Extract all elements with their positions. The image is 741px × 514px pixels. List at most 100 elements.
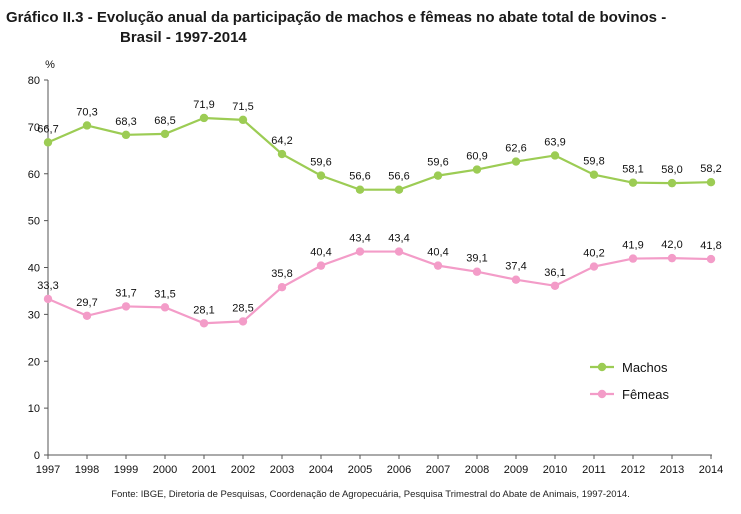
y-tick-label: 30 bbox=[28, 309, 40, 321]
data-label: 59,6 bbox=[427, 157, 448, 169]
y-tick-label: 60 bbox=[28, 169, 40, 181]
data-label: 43,4 bbox=[349, 233, 370, 245]
data-point bbox=[472, 165, 482, 174]
data-label: 29,7 bbox=[76, 297, 97, 309]
data-point bbox=[433, 171, 443, 180]
x-tick-label: 1998 bbox=[75, 464, 99, 476]
data-label: 28,5 bbox=[232, 302, 253, 314]
data-label: 41,9 bbox=[622, 240, 643, 252]
data-point bbox=[628, 178, 638, 187]
source-note: Fonte: IBGE, Diretoria de Pesquisas, Coo… bbox=[111, 489, 630, 500]
data-point bbox=[589, 170, 599, 179]
data-label: 40,2 bbox=[583, 248, 604, 260]
data-label: 68,5 bbox=[154, 115, 175, 127]
data-label: 39,1 bbox=[466, 253, 487, 265]
data-label: 37,4 bbox=[505, 261, 526, 273]
data-label: 70,3 bbox=[76, 106, 97, 118]
x-tick-label: 2002 bbox=[231, 464, 255, 476]
data-label: 58,0 bbox=[661, 164, 682, 176]
y-tick-label: 50 bbox=[28, 216, 40, 228]
data-point bbox=[589, 262, 599, 271]
data-point bbox=[472, 267, 482, 276]
data-point bbox=[199, 113, 209, 123]
y-tick-label: 20 bbox=[28, 356, 40, 368]
x-tick-label: 2001 bbox=[192, 464, 216, 476]
data-point bbox=[43, 138, 53, 147]
data-label: 28,1 bbox=[193, 304, 214, 316]
data-point bbox=[82, 121, 92, 130]
data-label: 35,8 bbox=[271, 268, 292, 280]
y-tick-label: 0 bbox=[34, 450, 40, 462]
x-tick-label: 2008 bbox=[465, 464, 489, 476]
data-label: 31,7 bbox=[115, 287, 136, 299]
x-tick-label: 2000 bbox=[153, 464, 177, 476]
data-label: 59,6 bbox=[310, 157, 331, 169]
data-label: 41,8 bbox=[700, 240, 721, 252]
data-point bbox=[316, 261, 326, 270]
data-point bbox=[355, 247, 365, 256]
y-tick-label: 80 bbox=[28, 75, 40, 87]
data-label: 62,6 bbox=[505, 143, 526, 155]
data-point bbox=[121, 302, 131, 311]
legend-marker bbox=[597, 389, 607, 399]
data-label: 60,9 bbox=[466, 151, 487, 163]
legend-label: Fêmeas bbox=[622, 387, 669, 402]
x-tick-label: 2007 bbox=[426, 464, 450, 476]
data-point bbox=[238, 317, 248, 326]
data-label: 40,4 bbox=[310, 247, 331, 259]
data-label: 71,5 bbox=[232, 101, 253, 113]
data-label: 33,3 bbox=[37, 280, 58, 292]
data-point bbox=[550, 151, 560, 160]
y-tick-label: 40 bbox=[28, 263, 40, 275]
legend-marker bbox=[597, 362, 607, 372]
data-label: 59,8 bbox=[583, 156, 604, 168]
data-label: 36,1 bbox=[544, 267, 565, 279]
data-point bbox=[238, 115, 248, 125]
data-point bbox=[394, 247, 404, 256]
x-tick-label: 2014 bbox=[699, 464, 723, 476]
data-label: 66,7 bbox=[37, 123, 58, 135]
data-point bbox=[160, 129, 170, 139]
x-tick-label: 1999 bbox=[114, 464, 138, 476]
data-point bbox=[277, 282, 287, 292]
data-point bbox=[199, 319, 209, 328]
data-label: 43,4 bbox=[388, 233, 409, 245]
data-label: 58,2 bbox=[700, 163, 721, 175]
data-point bbox=[433, 261, 443, 270]
data-point bbox=[550, 281, 560, 290]
data-point bbox=[316, 171, 326, 180]
data-point bbox=[667, 253, 677, 263]
data-point bbox=[706, 254, 716, 264]
x-tick-label: 2005 bbox=[348, 464, 372, 476]
data-label: 64,2 bbox=[271, 135, 292, 147]
data-point bbox=[160, 303, 170, 312]
x-tick-label: 2013 bbox=[660, 464, 684, 476]
x-tick-label: 2009 bbox=[504, 464, 528, 476]
data-label: 63,9 bbox=[544, 136, 565, 148]
x-tick-label: 2011 bbox=[582, 464, 606, 476]
x-tick-label: 1997 bbox=[36, 464, 60, 476]
chart-title-line-2: Brasil - 1997-2014 bbox=[120, 29, 247, 46]
data-label: 56,6 bbox=[388, 171, 409, 183]
data-label: 56,6 bbox=[349, 171, 370, 183]
data-point bbox=[355, 185, 365, 194]
series-line-femeas bbox=[47, 250, 712, 325]
data-point bbox=[277, 149, 287, 159]
data-label: 40,4 bbox=[427, 247, 448, 259]
y-tick-label: 10 bbox=[28, 403, 40, 415]
x-tick-label: 2004 bbox=[309, 464, 333, 476]
data-label: 31,5 bbox=[154, 288, 175, 300]
data-point bbox=[628, 254, 638, 263]
y-tick-label: 70 bbox=[28, 122, 40, 134]
data-label: 71,9 bbox=[193, 99, 214, 111]
x-tick-label: 2010 bbox=[543, 464, 567, 476]
data-point bbox=[511, 275, 521, 284]
data-point bbox=[43, 294, 53, 304]
data-point bbox=[121, 130, 131, 140]
legend-label: Machos bbox=[622, 360, 668, 375]
x-tick-label: 2003 bbox=[270, 464, 294, 476]
chart-title-line-1: Gráfico II.3 - Evolução anual da partici… bbox=[6, 9, 667, 26]
x-tick-label: 2012 bbox=[621, 464, 645, 476]
y-axis-label: % bbox=[45, 59, 55, 71]
